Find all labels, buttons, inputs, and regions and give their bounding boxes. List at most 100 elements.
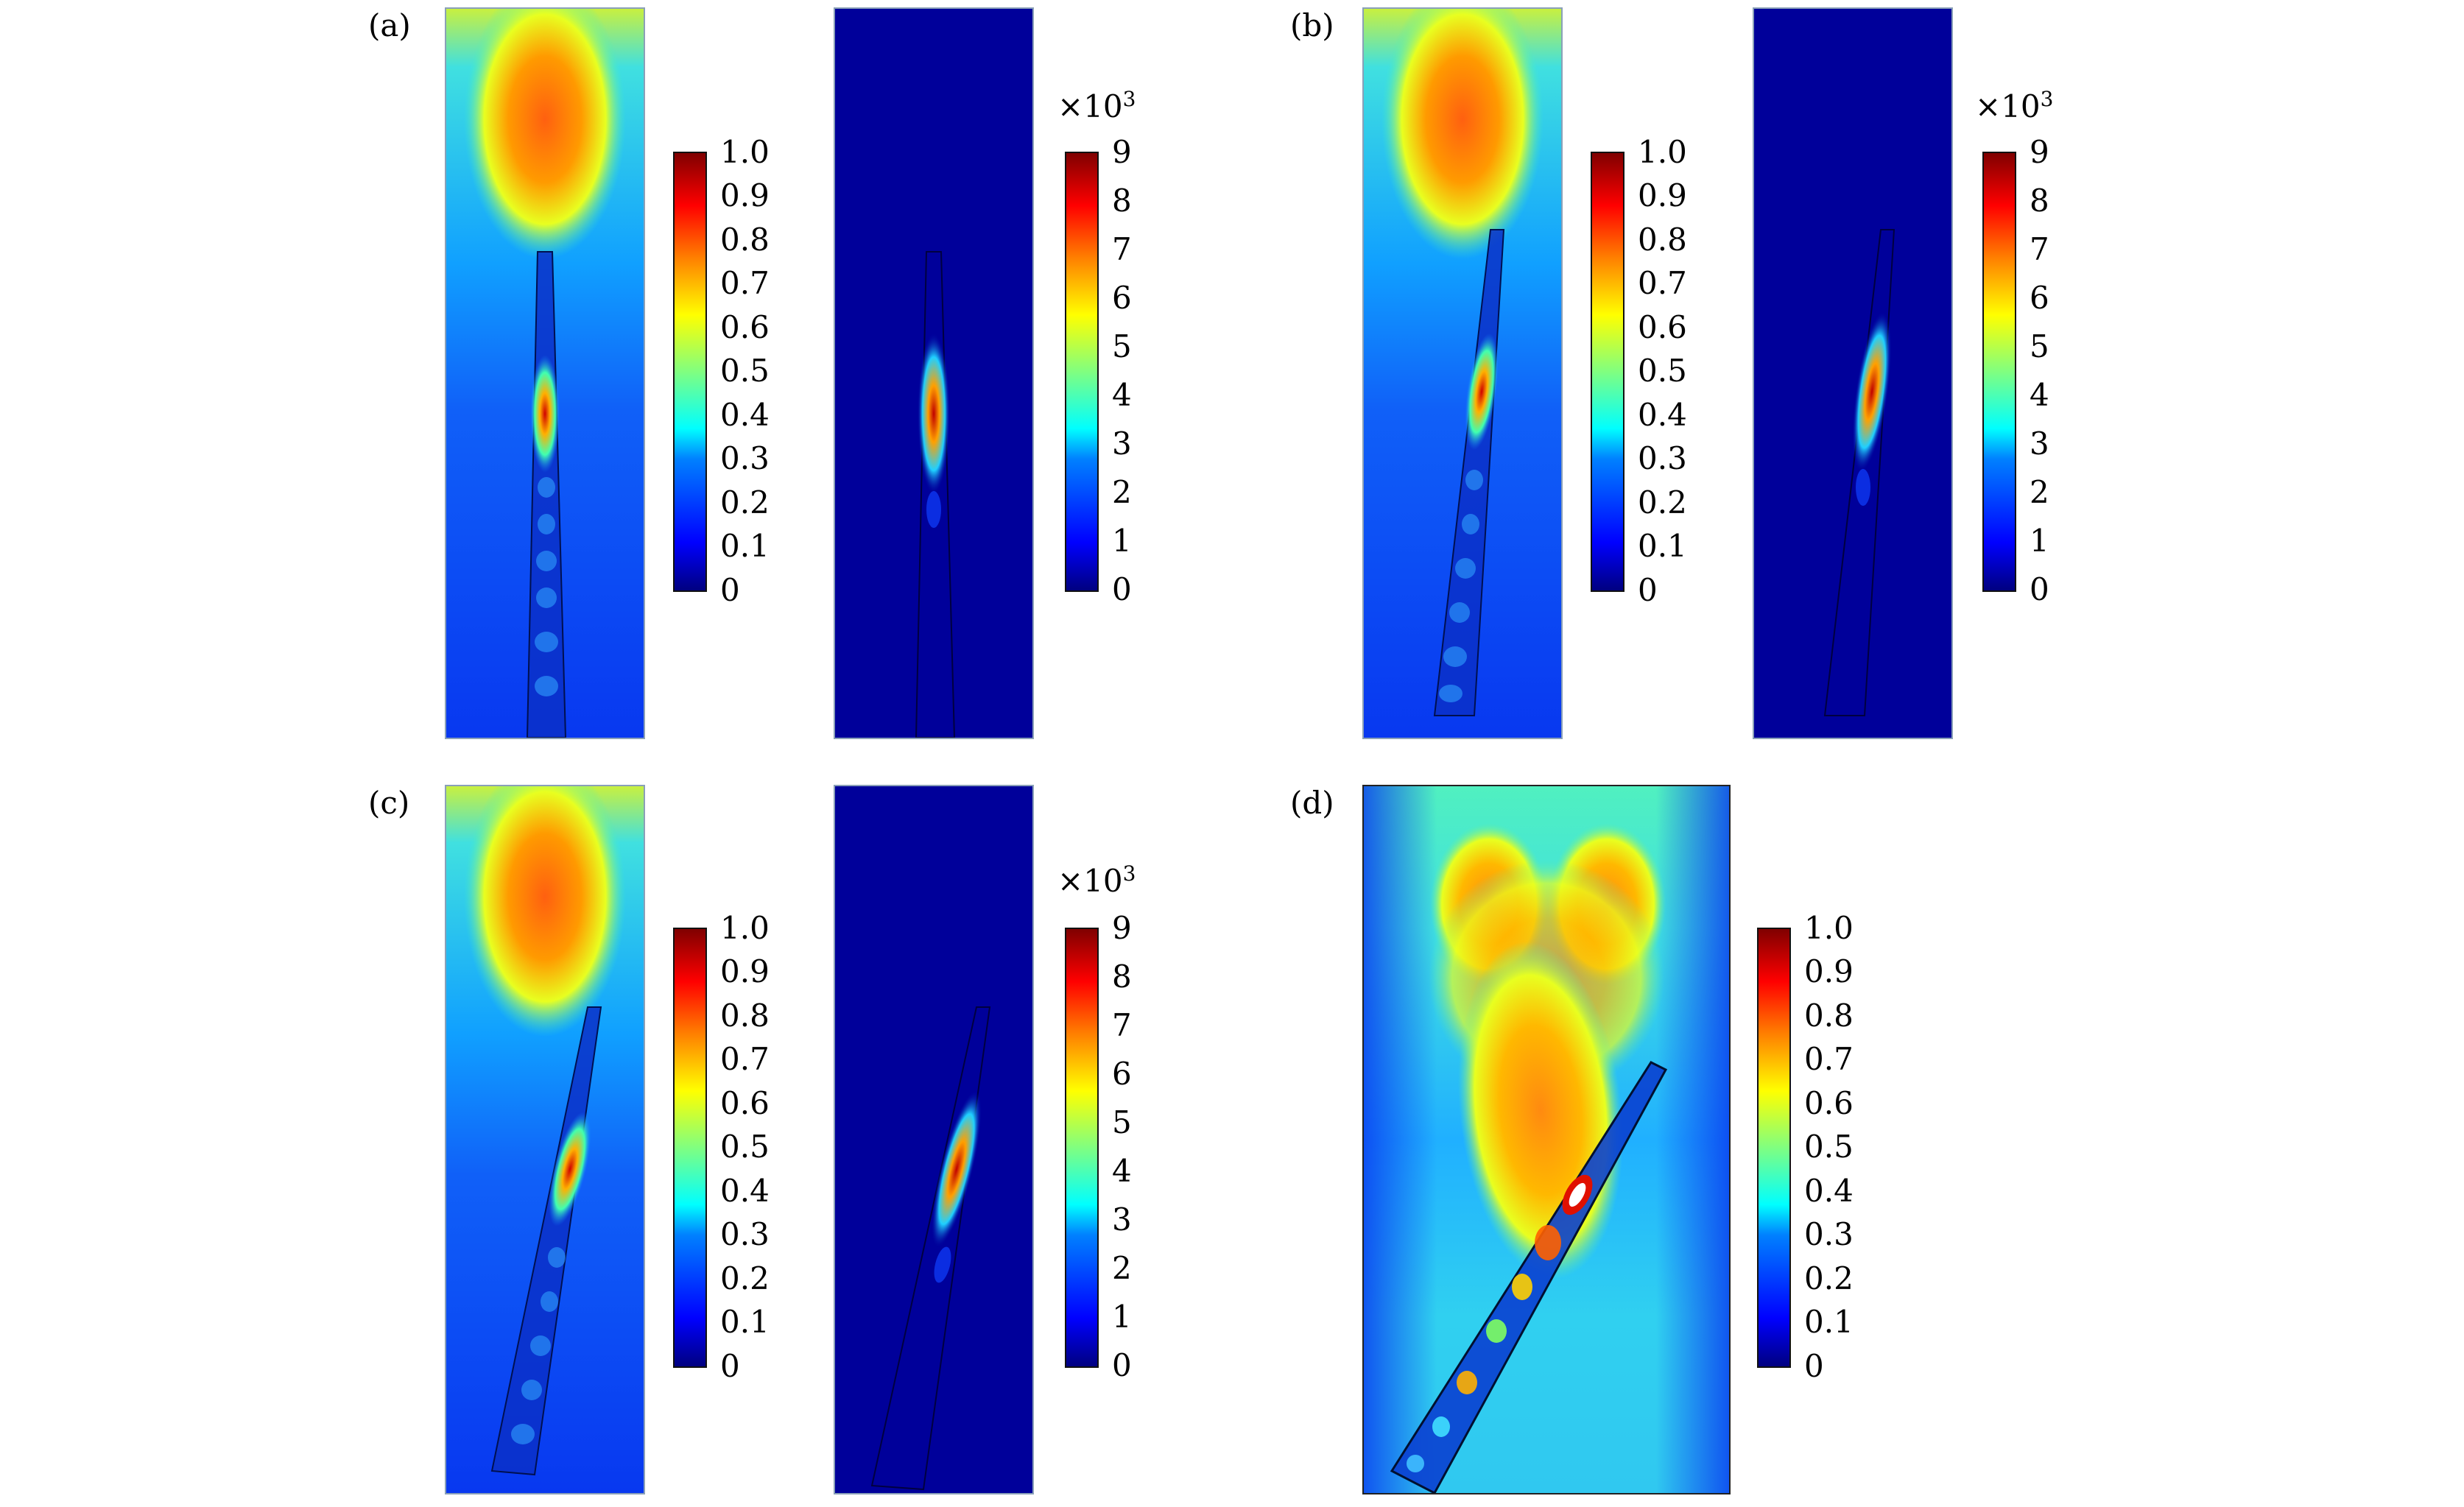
tick-label: 0.1 xyxy=(1804,1304,1854,1340)
multiplier-base: ×10 xyxy=(1057,88,1123,124)
multiplier-base: ×10 xyxy=(1975,88,2041,124)
tick-label: 1 xyxy=(1112,523,1132,559)
panel-label-a: (a) xyxy=(368,7,411,43)
colorbar-multiplier-c: ×103 xyxy=(1057,861,1136,899)
tick-label: 2 xyxy=(1112,474,1132,510)
tick-label: 0.2 xyxy=(720,1260,770,1296)
tick-label: 3 xyxy=(1112,426,1132,462)
tick-label: 4 xyxy=(1112,377,1132,413)
colorbar-multiplier-b: ×103 xyxy=(1975,87,2053,124)
colorbar-normalized-b xyxy=(1591,152,1625,592)
tick-label: 4 xyxy=(1112,1153,1132,1189)
field-image-a xyxy=(446,9,644,738)
tick-label: 6 xyxy=(1112,1056,1132,1092)
field-image-abs-a xyxy=(835,9,1032,738)
tick-label: 3 xyxy=(1112,1201,1132,1238)
tick-label: 0.5 xyxy=(720,1129,770,1165)
field-image-c xyxy=(446,786,644,1493)
tick-label: 0.8 xyxy=(1804,998,1854,1034)
tick-label: 8 xyxy=(1112,959,1132,995)
tick-label: 0.4 xyxy=(720,1173,770,1209)
tick-label: 0.9 xyxy=(1638,177,1687,213)
tick-label: 0.9 xyxy=(720,953,770,989)
tick-label: 1 xyxy=(1112,1299,1132,1335)
panel-label-c: (c) xyxy=(368,785,410,821)
tick-label: 0 xyxy=(1804,1348,1824,1384)
tick-label: 0.1 xyxy=(1638,528,1687,564)
tick-label: 1.0 xyxy=(1804,910,1854,946)
tick-label: 0.9 xyxy=(720,177,770,213)
tick-label: 1.0 xyxy=(1638,134,1687,170)
tick-label: 0.3 xyxy=(1804,1216,1854,1252)
tick-label: 5 xyxy=(1112,328,1132,364)
colorbar-normalized-a xyxy=(673,152,707,592)
tick-label: 0.7 xyxy=(1638,265,1687,301)
tick-label: 0.2 xyxy=(720,484,770,520)
tick-label: 4 xyxy=(2030,377,2049,413)
field-map-absolute-a xyxy=(834,7,1034,739)
tick-label: 0.3 xyxy=(720,1216,770,1252)
tick-label: 0.6 xyxy=(720,1085,770,1121)
tick-label: 5 xyxy=(1112,1104,1132,1140)
tick-label: 3 xyxy=(2030,426,2049,462)
field-map-normalized-b xyxy=(1362,7,1563,739)
colorbar-multiplier-a: ×103 xyxy=(1057,87,1136,124)
tick-label: 7 xyxy=(2030,231,2049,267)
tick-label: 9 xyxy=(2030,134,2049,170)
tick-label: 0.6 xyxy=(720,309,770,345)
tick-label: 0 xyxy=(720,572,740,608)
field-image-d xyxy=(1364,786,1729,1493)
multiplier-exponent: 3 xyxy=(2040,87,2054,111)
tick-label: 1 xyxy=(2030,523,2049,559)
field-map-normalized-d xyxy=(1362,785,1731,1494)
tick-label: 0.4 xyxy=(720,397,770,433)
tick-label: 0 xyxy=(1638,572,1658,608)
multiplier-base: ×10 xyxy=(1057,863,1123,899)
tick-label: 0.6 xyxy=(1804,1085,1854,1121)
tick-label: 0.6 xyxy=(1638,309,1687,345)
tick-label: 1.0 xyxy=(720,134,770,170)
field-map-absolute-c xyxy=(834,785,1034,1494)
field-map-normalized-c xyxy=(445,785,645,1494)
tick-label: 7 xyxy=(1112,1007,1132,1043)
tick-label: 2 xyxy=(1112,1250,1132,1286)
tick-label: 0 xyxy=(2030,571,2049,607)
colorbar-normalized-d xyxy=(1757,928,1791,1368)
tick-label: 0 xyxy=(720,1348,740,1384)
tick-label: 0.5 xyxy=(1804,1129,1854,1165)
tick-label: 6 xyxy=(1112,280,1132,316)
tick-label: 0.7 xyxy=(720,265,770,301)
tick-label: 6 xyxy=(2030,280,2049,316)
tick-label: 0.7 xyxy=(1804,1041,1854,1077)
tick-label: 1.0 xyxy=(720,910,770,946)
panel-label-d: (d) xyxy=(1290,785,1334,821)
tick-label: 0.3 xyxy=(720,440,770,476)
tick-label: 5 xyxy=(2030,328,2049,364)
colorbar-absolute-a xyxy=(1065,152,1099,592)
colorbar-absolute-c xyxy=(1065,928,1099,1368)
tick-label: 0.5 xyxy=(1638,353,1687,389)
field-map-normalized-a xyxy=(445,7,645,739)
tick-label: 0.8 xyxy=(720,998,770,1034)
panel-label-b: (b) xyxy=(1290,7,1334,43)
tick-label: 0.4 xyxy=(1804,1173,1854,1209)
colorbar-absolute-b xyxy=(1982,152,2016,592)
field-map-absolute-b xyxy=(1753,7,1953,739)
field-image-abs-c xyxy=(835,786,1032,1493)
tick-label: 8 xyxy=(2030,183,2049,219)
tick-label: 0 xyxy=(1112,1347,1132,1383)
tick-label: 0.3 xyxy=(1638,440,1687,476)
tick-label: 0.2 xyxy=(1804,1260,1854,1296)
tick-label: 0.8 xyxy=(720,222,770,258)
tick-label: 0.7 xyxy=(720,1041,770,1077)
tick-label: 9 xyxy=(1112,910,1132,946)
tick-label: 0.2 xyxy=(1638,484,1687,520)
multiplier-exponent: 3 xyxy=(1122,861,1136,886)
tick-label: 0 xyxy=(1112,571,1132,607)
tick-label: 0.5 xyxy=(720,353,770,389)
tick-label: 2 xyxy=(2030,474,2049,510)
tick-label: 9 xyxy=(1112,134,1132,170)
field-image-abs-b xyxy=(1754,9,1951,738)
multiplier-exponent: 3 xyxy=(1122,87,1136,111)
colorbar-normalized-c xyxy=(673,928,707,1368)
